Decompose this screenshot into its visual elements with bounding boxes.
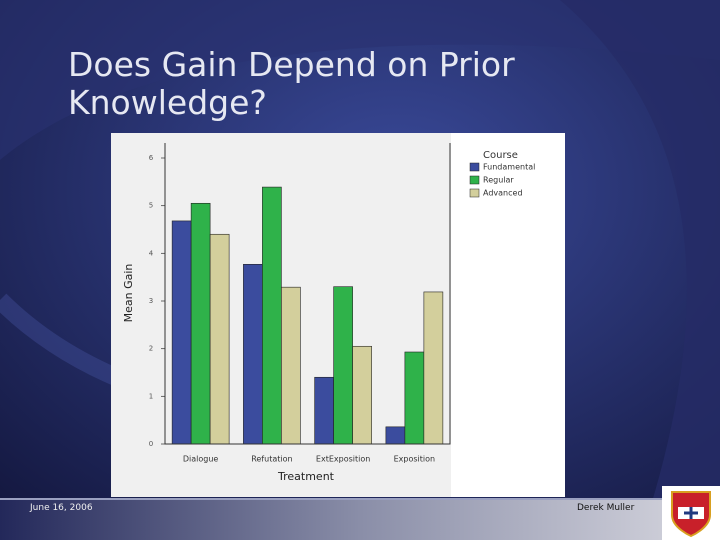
chart: Mean Gain Treatment Course 0 1 2 3 4 5 6 Dialog… <box>111 133 565 497</box>
y-tick-label: 0 <box>149 440 153 448</box>
y-tick-label: 5 <box>149 202 153 210</box>
y-tick-label: 4 <box>149 249 154 257</box>
legend-label: Fundamental <box>483 163 535 172</box>
x-tick-label: Exposition <box>394 455 435 464</box>
legend-swatch <box>469 162 480 172</box>
bar <box>423 291 444 445</box>
bar <box>190 202 211 445</box>
legend-label: Advanced <box>483 189 523 198</box>
bar <box>385 426 406 445</box>
bar <box>171 220 192 445</box>
x-tick-label: Dialogue <box>183 455 219 464</box>
y-axis-title: Mean Gain <box>122 264 135 323</box>
legend-label: Regular <box>483 176 514 185</box>
bar <box>333 286 353 445</box>
footer-author: Derek Muller <box>577 503 635 513</box>
axis-frame <box>164 143 451 445</box>
x-tick-label: ExtExposition <box>316 455 370 464</box>
x-axis-title: Treatment <box>277 470 335 483</box>
bar <box>262 186 282 445</box>
y-tick-label: 1 <box>149 392 153 400</box>
y-tick-label: 6 <box>149 154 154 162</box>
legend-title: Course <box>483 150 518 161</box>
bar <box>404 351 425 445</box>
bar <box>352 345 372 445</box>
bar <box>243 263 263 445</box>
bar <box>281 286 301 445</box>
y-tick-label: 3 <box>149 297 153 305</box>
x-tick-label: Refutation <box>251 455 292 464</box>
y-tick-label: 2 <box>149 345 153 353</box>
bar <box>314 376 334 445</box>
slide-title: Does Gain Depend on Prior Knowledge? <box>68 45 515 122</box>
footer-date: June 16, 2006 <box>30 503 93 513</box>
legend-swatch <box>469 188 480 198</box>
legend-swatch <box>469 175 480 185</box>
bar <box>209 233 230 445</box>
logo <box>662 486 720 540</box>
